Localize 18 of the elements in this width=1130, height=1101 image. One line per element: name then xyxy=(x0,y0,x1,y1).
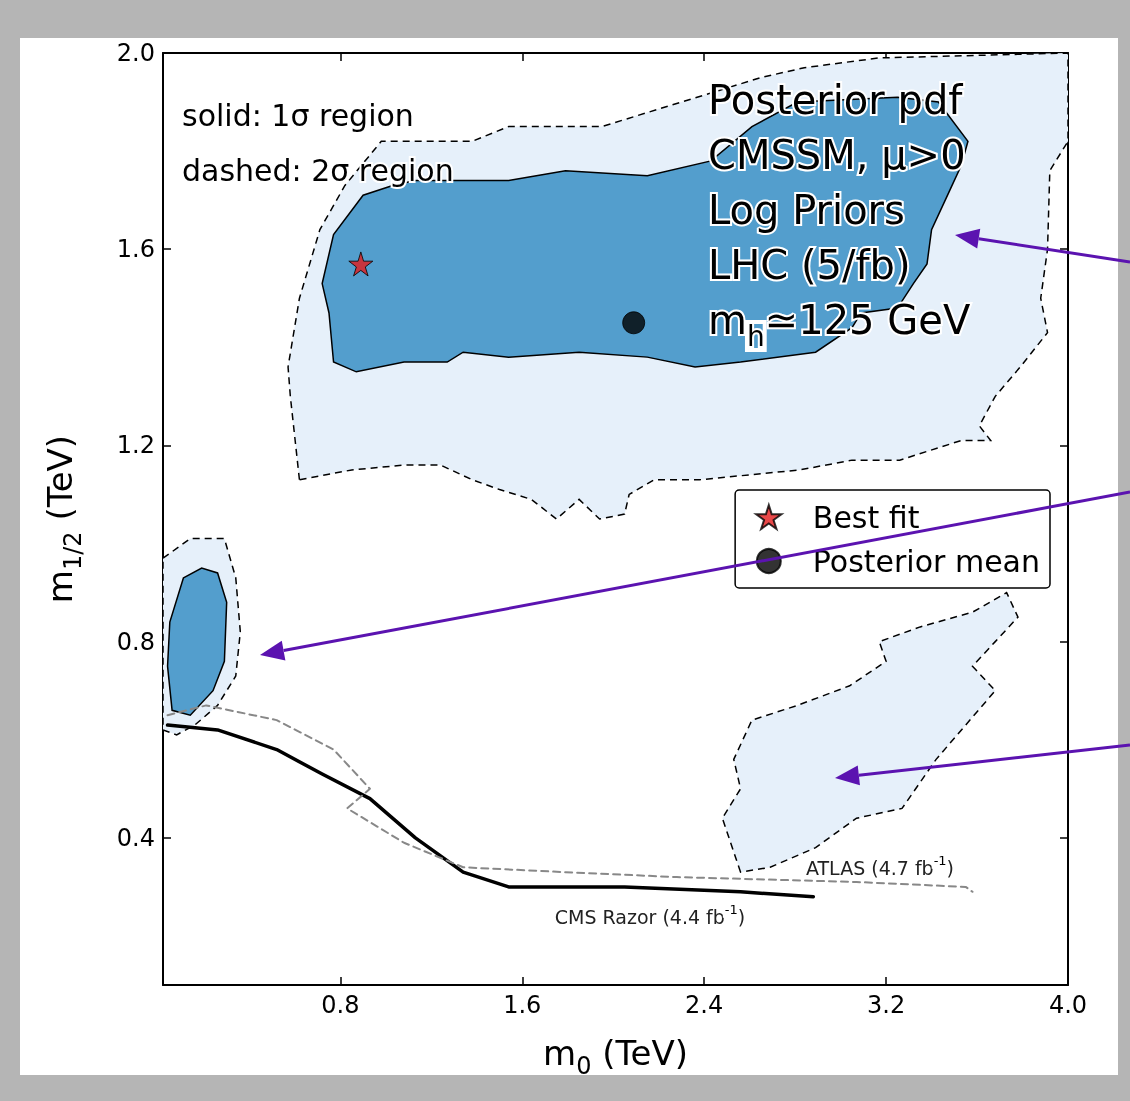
y-tick-label: 1.6 xyxy=(116,235,155,264)
legend-label: Posterior mean xyxy=(812,543,1041,579)
annotation: Log Priors xyxy=(708,187,905,233)
y-tick-label: 0.8 xyxy=(116,627,155,656)
annotation: CMSSM, μ>0 xyxy=(708,132,966,178)
x-tick-label: 4.0 xyxy=(1048,991,1088,1019)
legend-label: Best fit xyxy=(812,499,920,535)
y-axis-title: m1/2 (TeV) xyxy=(39,434,87,604)
annotation: solid: 1σ region xyxy=(182,97,414,133)
x-tick-label: 3.2 xyxy=(867,991,906,1019)
y-tick-label: 1.2 xyxy=(116,431,155,460)
y-tick-label: 0.4 xyxy=(116,823,155,852)
x-tick-label: 1.6 xyxy=(503,991,542,1019)
x-tick-label: 2.4 xyxy=(685,991,724,1019)
annotation: LHC (5/fb) xyxy=(708,242,911,288)
annotation: dashed: 2σ region xyxy=(182,152,454,188)
x-tick-label: 0.8 xyxy=(321,991,360,1019)
y-tick-label: 2.0 xyxy=(116,39,155,67)
